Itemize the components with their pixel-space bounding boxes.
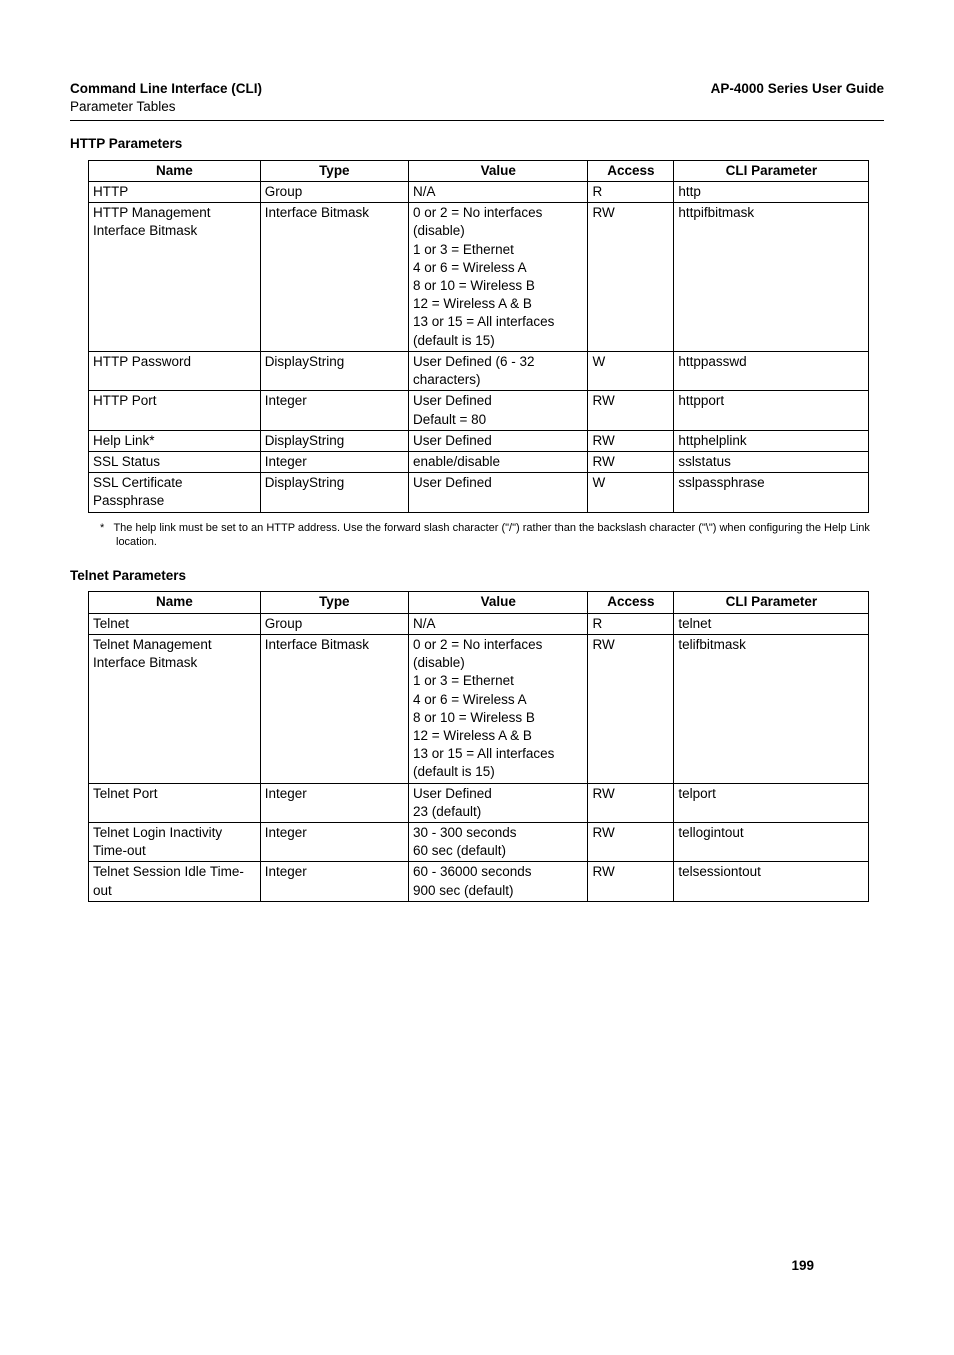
table-row: Telnet PortIntegerUser Defined23 (defaul… — [89, 783, 869, 822]
cell-access: RW — [588, 430, 674, 451]
table-row: Telnet Management Interface BitmaskInter… — [89, 634, 869, 783]
cell-type: DisplayString — [260, 430, 408, 451]
cell-value: 60 - 36000 seconds900 sec (default) — [408, 862, 588, 901]
cell-name: Telnet Port — [89, 783, 261, 822]
telnet-section-title: Telnet Parameters — [70, 567, 884, 585]
cell-type: Interface Bitmask — [260, 203, 408, 352]
table-row: SSL StatusIntegerenable/disableRWsslstat… — [89, 451, 869, 472]
cell-value: User DefinedDefault = 80 — [408, 391, 588, 430]
column-header: Name — [89, 592, 261, 613]
cell-type: Integer — [260, 823, 408, 862]
cell-cli-parameter: httpport — [674, 391, 869, 430]
cell-value: 0 or 2 = No interfaces (disable)1 or 3 =… — [408, 634, 588, 783]
table-row: Telnet Login Inactivity Time-outInteger3… — [89, 823, 869, 862]
cell-cli-parameter: telport — [674, 783, 869, 822]
telnet-parameters-table: NameTypeValueAccessCLI ParameterTelnetGr… — [88, 591, 869, 902]
cell-cli-parameter: tellogintout — [674, 823, 869, 862]
table-row: HTTPGroupN/ARhttp — [89, 181, 869, 202]
cell-access: RW — [588, 203, 674, 352]
cell-type: DisplayString — [260, 473, 408, 512]
cell-access: R — [588, 181, 674, 202]
cell-type: Integer — [260, 862, 408, 901]
cell-cli-parameter: httpifbitmask — [674, 203, 869, 352]
cell-type: Integer — [260, 451, 408, 472]
cell-cli-parameter: telsessiontout — [674, 862, 869, 901]
page-header: Command Line Interface (CLI) Parameter T… — [70, 80, 884, 116]
cell-name: HTTP Management Interface Bitmask — [89, 203, 261, 352]
table-row: SSL Certificate PassphraseDisplayStringU… — [89, 473, 869, 512]
cell-type: Group — [260, 181, 408, 202]
http-parameters-table: NameTypeValueAccessCLI ParameterHTTPGrou… — [88, 160, 869, 513]
header-left: Command Line Interface (CLI) Parameter T… — [70, 80, 262, 116]
column-header: Value — [408, 160, 588, 181]
cell-value: User Defined — [408, 430, 588, 451]
cell-type: DisplayString — [260, 351, 408, 390]
column-header: Type — [260, 160, 408, 181]
table-row: TelnetGroupN/ARtelnet — [89, 613, 869, 634]
cell-access: RW — [588, 823, 674, 862]
table-row: Telnet Session Idle Time-outInteger60 - … — [89, 862, 869, 901]
cell-access: RW — [588, 783, 674, 822]
cell-name: Telnet — [89, 613, 261, 634]
cell-name: Telnet Login Inactivity Time-out — [89, 823, 261, 862]
cell-access: RW — [588, 862, 674, 901]
header-divider — [70, 120, 884, 121]
http-footnote: * The help link must be set to an HTTP a… — [100, 521, 884, 550]
cell-type: Integer — [260, 783, 408, 822]
header-title: Command Line Interface (CLI) — [70, 80, 262, 98]
cell-access: R — [588, 613, 674, 634]
table-row: HTTP Management Interface BitmaskInterfa… — [89, 203, 869, 352]
footnote-marker: * — [100, 522, 104, 534]
table-row: HTTP PasswordDisplayStringUser Defined (… — [89, 351, 869, 390]
cell-cli-parameter: http — [674, 181, 869, 202]
cell-cli-parameter: telifbitmask — [674, 634, 869, 783]
column-header: Value — [408, 592, 588, 613]
column-header: Type — [260, 592, 408, 613]
column-header: Name — [89, 160, 261, 181]
cell-name: HTTP Password — [89, 351, 261, 390]
cell-cli-parameter: sslpassphrase — [674, 473, 869, 512]
cell-access: RW — [588, 451, 674, 472]
cell-value: User Defined23 (default) — [408, 783, 588, 822]
cell-value: N/A — [408, 613, 588, 634]
http-section-title: HTTP Parameters — [70, 135, 884, 153]
cell-access: RW — [588, 634, 674, 783]
cell-type: Interface Bitmask — [260, 634, 408, 783]
cell-access: RW — [588, 391, 674, 430]
column-header: CLI Parameter — [674, 592, 869, 613]
cell-name: HTTP — [89, 181, 261, 202]
cell-name: Help Link* — [89, 430, 261, 451]
cell-cli-parameter: httppasswd — [674, 351, 869, 390]
column-header: CLI Parameter — [674, 160, 869, 181]
header-subtitle: Parameter Tables — [70, 98, 262, 116]
page-number: 199 — [791, 1257, 814, 1275]
cell-cli-parameter: sslstatus — [674, 451, 869, 472]
cell-value: 30 - 300 seconds60 sec (default) — [408, 823, 588, 862]
column-header: Access — [588, 160, 674, 181]
cell-value: 0 or 2 = No interfaces (disable)1 or 3 =… — [408, 203, 588, 352]
footnote-text: The help link must be set to an HTTP add… — [113, 522, 869, 548]
cell-cli-parameter: httphelplink — [674, 430, 869, 451]
cell-value: N/A — [408, 181, 588, 202]
cell-type: Group — [260, 613, 408, 634]
cell-name: SSL Certificate Passphrase — [89, 473, 261, 512]
cell-value: enable/disable — [408, 451, 588, 472]
cell-value: User Defined (6 - 32 characters) — [408, 351, 588, 390]
cell-name: Telnet Session Idle Time-out — [89, 862, 261, 901]
column-header: Access — [588, 592, 674, 613]
table-row: HTTP PortIntegerUser DefinedDefault = 80… — [89, 391, 869, 430]
cell-name: Telnet Management Interface Bitmask — [89, 634, 261, 783]
cell-type: Integer — [260, 391, 408, 430]
cell-access: W — [588, 351, 674, 390]
table-row: Help Link*DisplayStringUser DefinedRWhtt… — [89, 430, 869, 451]
cell-name: HTTP Port — [89, 391, 261, 430]
cell-access: W — [588, 473, 674, 512]
cell-cli-parameter: telnet — [674, 613, 869, 634]
cell-value: User Defined — [408, 473, 588, 512]
header-guide-name: AP-4000 Series User Guide — [711, 80, 884, 98]
cell-name: SSL Status — [89, 451, 261, 472]
